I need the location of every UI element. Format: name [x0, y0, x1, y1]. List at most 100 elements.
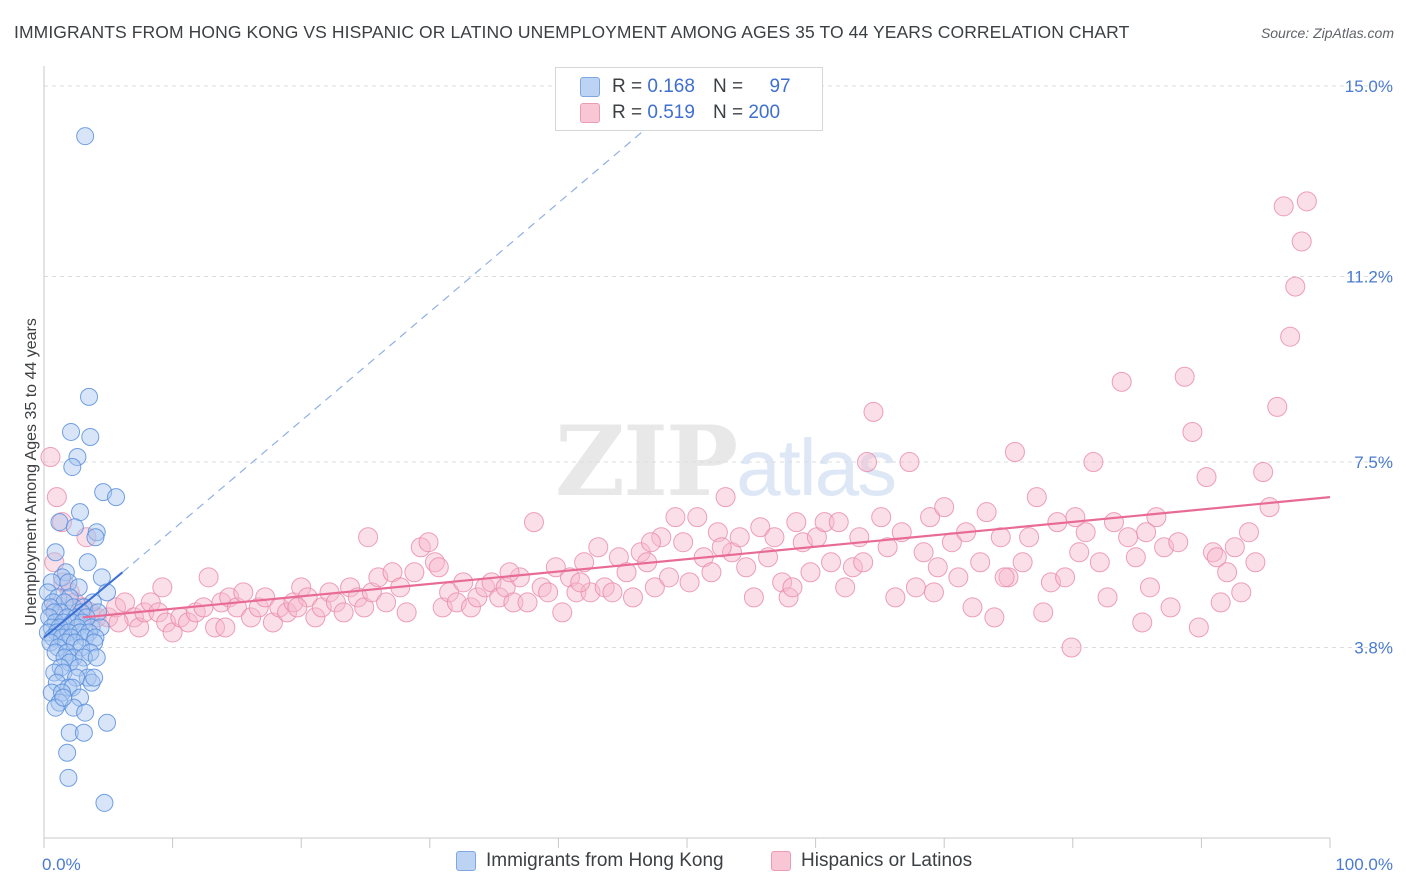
hong-kong-trend-line — [43, 571, 124, 639]
hong-kong-point-91 — [60, 723, 79, 742]
hispanics-point-109 — [800, 562, 821, 583]
hong-kong-point-70 — [87, 648, 106, 667]
hispanics-point-186 — [287, 597, 308, 618]
stats-row-hong-kong: R = 0.168 N = 97 — [580, 75, 791, 99]
y-tick-labels: 3.8% 7.5% 11.2% 15.0% — [1345, 77, 1393, 657]
hispanics-point-92 — [679, 572, 700, 593]
hispanics-point-53 — [404, 562, 425, 583]
hispanics-point-134 — [976, 502, 997, 523]
hispanics-point-124 — [905, 577, 926, 598]
hispanics-point-185 — [215, 617, 236, 638]
trend-lines — [43, 120, 1331, 639]
hispanics-point-33 — [262, 612, 283, 633]
hispanics-point-183 — [108, 612, 129, 633]
hispanics-point-125 — [913, 542, 934, 563]
hispanics-point-162 — [1174, 366, 1195, 387]
hispanics-point-178 — [1285, 276, 1306, 297]
hispanics-point-47 — [361, 582, 382, 603]
hispanics-point-161 — [1168, 532, 1189, 553]
hispanics-point-157 — [1139, 577, 1160, 598]
r-label: R = — [612, 102, 643, 123]
legend-swatch-pink — [771, 851, 791, 871]
hispanics-point-188 — [428, 557, 449, 578]
hispanics-point-119 — [871, 507, 892, 528]
hispanics-point-12 — [115, 592, 136, 613]
hong-kong-point-79 — [82, 673, 101, 692]
hispanics-point-88 — [651, 527, 672, 548]
r-label: R = — [612, 76, 643, 97]
chart-title: IMMIGRANTS FROM HONG KONG VS HISPANIC OR… — [14, 22, 1130, 42]
hong-kong-point-21 — [38, 583, 57, 602]
hispanics-point-11 — [106, 597, 127, 618]
hispanics-point-190 — [570, 572, 591, 593]
hispanics-point-104 — [764, 527, 785, 548]
hispanics-point-164 — [1188, 617, 1209, 638]
hispanics-point-195 — [923, 582, 944, 603]
hong-kong-point-4 — [68, 448, 87, 467]
hispanics-point-93 — [687, 507, 708, 528]
series-hispanics-points — [40, 191, 1317, 658]
hispanics-point-29 — [233, 582, 254, 603]
hispanics-point-91 — [673, 532, 694, 553]
hispanics-point-61 — [460, 597, 481, 618]
hong-kong-point-12 — [86, 528, 105, 547]
hong-kong-point-96 — [54, 688, 73, 707]
x-tick-labels: 0.0% 100.0% — [42, 855, 1393, 874]
hong-kong-point-24 — [60, 588, 79, 607]
hispanics-point-0 — [40, 447, 61, 468]
hong-kong-point-89 — [76, 703, 95, 722]
hispanics-point-14 — [129, 617, 150, 638]
hispanics-point-132 — [962, 597, 983, 618]
hispanics-point-170 — [1231, 582, 1252, 603]
hispanics-point-121 — [885, 587, 906, 608]
hong-kong-point-26 — [83, 593, 102, 612]
hispanics-point-114 — [835, 577, 856, 598]
legend-label: Hispanics or Latinos — [801, 850, 973, 871]
hispanics-point-136 — [990, 527, 1011, 548]
hispanics-point-118 — [863, 401, 884, 422]
hispanics-point-69 — [517, 592, 538, 613]
hispanics-point-123 — [899, 452, 920, 473]
hispanics-point-24 — [198, 567, 219, 588]
hispanics-point-197 — [1065, 507, 1086, 528]
legend-item-hispanics: Hispanics or Latinos — [771, 850, 972, 872]
hong-kong-point-8 — [71, 503, 90, 522]
hong-kong-point-9 — [50, 513, 69, 532]
hispanics-point-152 — [1103, 512, 1124, 533]
stats-legend: R = 0.168 N = 97 R = 0.519 N = 200 — [555, 67, 823, 131]
zipatlas-watermark: ZIPatlas — [555, 405, 897, 518]
y-tick-label-2: 11.2% — [1346, 268, 1393, 287]
hispanics-point-39 — [305, 607, 326, 628]
hispanics-point-173 — [1253, 462, 1274, 483]
hispanics-point-192 — [711, 537, 732, 558]
hispanics-point-196 — [994, 567, 1015, 588]
legend-label: Immigrants from Hong Kong — [486, 850, 724, 871]
hispanics-point-85 — [630, 542, 651, 563]
hispanics-point-133 — [970, 552, 991, 573]
watermark-atlas-text: atlas — [736, 423, 897, 512]
hispanics-point-79 — [588, 537, 609, 558]
hispanics-point-160 — [1160, 597, 1181, 618]
hong-kong-point-10 — [65, 518, 84, 537]
hispanics-point-198 — [1136, 522, 1157, 543]
hispanics-point-25 — [205, 617, 226, 638]
source-credit: Source: ZipAtlas.com — [1260, 25, 1394, 41]
hispanics-point-81 — [602, 582, 623, 603]
hispanics-point-126 — [920, 507, 941, 528]
hong-kong-point-14 — [78, 553, 97, 572]
hispanics-point-153 — [1111, 371, 1132, 392]
hong-kong-point-7 — [107, 488, 126, 507]
hispanics-point-193 — [782, 577, 803, 598]
hispanics-point-199 — [1206, 547, 1227, 568]
hispanics-point-167 — [1210, 592, 1231, 613]
hispanics-point-155 — [1125, 547, 1146, 568]
n-value: 200 — [748, 102, 781, 123]
hispanics-point-112 — [821, 552, 842, 573]
hispanics-point-127 — [927, 557, 948, 578]
hispanics-point-120 — [877, 537, 898, 558]
n-label: N = — [712, 102, 744, 123]
hispanics-point-138 — [1004, 442, 1025, 462]
legend-swatch-pink — [580, 103, 600, 123]
hispanics-point-87 — [644, 577, 665, 598]
grid-lines — [44, 85, 1390, 649]
